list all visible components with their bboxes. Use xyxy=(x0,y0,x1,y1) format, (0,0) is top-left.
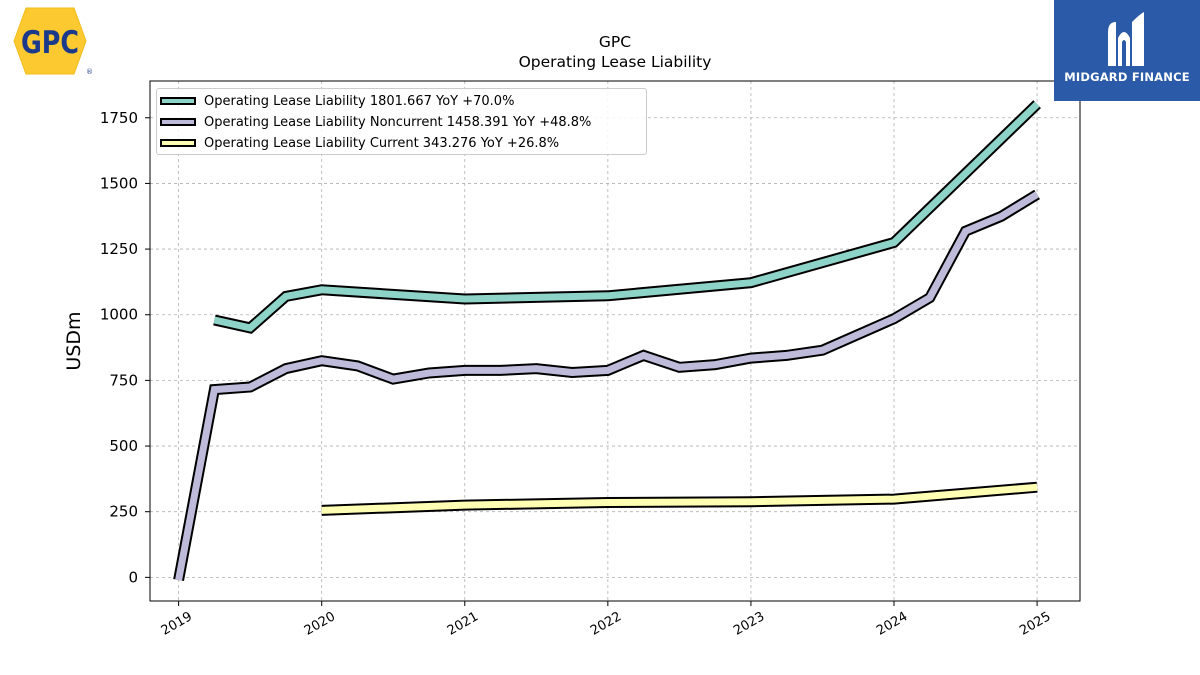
y-tick-label: 750 xyxy=(109,371,138,389)
y-tick-label: 0 xyxy=(128,568,138,586)
midgard-mark-icon xyxy=(1108,12,1144,66)
chart-legend: Operating Lease Liability 1801.667 YoY +… xyxy=(156,88,647,155)
series-lines xyxy=(173,100,1041,582)
legend-item: Operating Lease Liability 1801.667 YoY +… xyxy=(157,91,514,111)
gpc-logo: GPC xyxy=(4,4,96,78)
x-tick-label: 2022 xyxy=(588,609,624,639)
series-line xyxy=(213,101,1040,332)
svg-text:GPC: GPC xyxy=(21,25,79,61)
x-tick-label: 2023 xyxy=(731,609,767,639)
y-tick-label: 1500 xyxy=(100,174,138,192)
plot-frame xyxy=(149,80,1081,602)
legend-label: Operating Lease Liability 1801.667 YoY +… xyxy=(204,93,515,109)
x-tick-label: 2020 xyxy=(302,609,338,639)
legend-item: Operating Lease Liability Current 343.27… xyxy=(157,133,559,153)
x-tick-label: 2019 xyxy=(159,609,195,639)
legend-swatch xyxy=(160,139,196,147)
y-tick-label: 1750 xyxy=(100,109,138,127)
legend-item: Operating Lease Liability Noncurrent 145… xyxy=(157,112,591,132)
chart-subtitle: Operating Lease Liability xyxy=(518,53,712,71)
x-tick-label: 2025 xyxy=(1017,609,1053,639)
y-tick-label: 1000 xyxy=(100,306,138,324)
chart-title: GPC xyxy=(598,33,632,51)
y-axis-label: USDm xyxy=(63,311,85,370)
x-tick-label: 2024 xyxy=(874,609,910,639)
legend-swatch xyxy=(160,97,196,105)
y-tick-label: 500 xyxy=(109,437,138,455)
x-tick-label: 2021 xyxy=(445,609,481,639)
series-line xyxy=(321,483,1038,514)
y-tick-label: 250 xyxy=(109,503,138,521)
legend-label: Operating Lease Liability Current 343.27… xyxy=(204,135,560,151)
y-tick-label: 1250 xyxy=(100,240,138,258)
series-line xyxy=(175,191,1039,581)
midgard-finance-wordmark: MIDGARD FINANCE xyxy=(1064,70,1190,84)
grid-lines xyxy=(150,81,1080,601)
midgard-finance-logo: MIDGARD FINANCE xyxy=(1054,0,1200,101)
legend-label: Operating Lease Liability Noncurrent 145… xyxy=(204,114,592,130)
registered-mark: ® xyxy=(86,68,93,76)
legend-swatch xyxy=(160,118,196,126)
